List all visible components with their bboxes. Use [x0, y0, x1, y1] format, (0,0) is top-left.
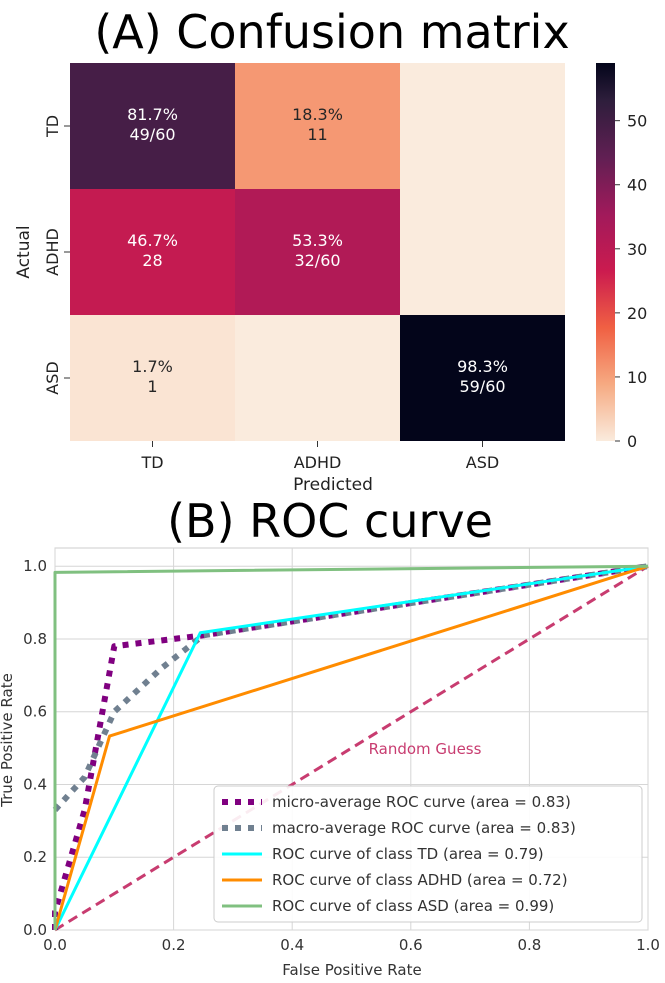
- cell-td-adhd: [235, 63, 400, 189]
- cell-td-td: [70, 63, 235, 189]
- colorbar-tick-label: 10: [627, 368, 647, 387]
- y-axis-label-actual: Actual: [14, 225, 34, 278]
- y-tick-label: 0.0: [23, 921, 47, 939]
- colorbar-tick-label: 0: [627, 432, 637, 451]
- y-tick-label: 0.2: [23, 848, 47, 866]
- x-tick-label: 0.2: [162, 936, 186, 954]
- cell-percent-label: 81.7%: [127, 105, 178, 124]
- colorbar-tick-label: 20: [627, 304, 647, 323]
- legend-label-4: ROC curve of class ASD (area = 0.99): [272, 897, 554, 915]
- cell-percent-label: 46.7%: [127, 231, 178, 250]
- colorbar-tick-label: 50: [627, 112, 647, 131]
- cell-count-label: 1: [147, 377, 157, 396]
- colorbar-tick-label: 30: [627, 240, 647, 259]
- roc-curve-panel: (B) ROC curve 0.0 0.2 0.4 0.6 0.8 1.00.00.20.…: [0, 494, 660, 979]
- confusion-matrix-panel: (A) Confusion matrix 81.7%49/60 18.3%11 46…: [14, 5, 647, 495]
- row-labels: TD ADHD ASD: [43, 115, 70, 395]
- cell-percent-label: 53.3%: [292, 231, 343, 250]
- legend-label-2: ROC curve of class TD (area = 0.79): [272, 845, 544, 863]
- y-axis-label-true-positive-rate: True Positive Rate: [0, 673, 16, 808]
- roc-series-line-2: [53, 564, 649, 931]
- roc-legend: micro-average ROC curve (area = 0.83) mac…: [213, 785, 643, 923]
- row-label-td: TD: [43, 115, 62, 138]
- cell-count-label: 49/60: [129, 125, 175, 144]
- column-label-asd: ASD: [466, 453, 499, 472]
- cell-percent-label: 1.7%: [132, 357, 173, 376]
- colorbar-tick-label: 40: [627, 176, 647, 195]
- roc-lines: [52, 563, 649, 932]
- cell-count-label: 32/60: [294, 251, 340, 270]
- legend-box: [213, 785, 643, 923]
- x-axis-label-predicted: Predicted: [293, 475, 373, 495]
- cell-adhd-adhd: [235, 189, 400, 315]
- cell-td-asd: [400, 63, 565, 189]
- cell-adhd-td: [70, 189, 235, 315]
- roc-series-line-1: [52, 563, 649, 812]
- x-tick-label: 0.4: [280, 936, 304, 954]
- cell-count-label: 28: [142, 251, 162, 270]
- x-tick-label: 1.0: [636, 936, 660, 954]
- x-tick-label: 0.6: [399, 936, 423, 954]
- cell-asd-td: [70, 315, 235, 441]
- cell-count-label: 59/60: [459, 377, 505, 396]
- legend-label-3: ROC curve of class ADHD (area = 0.72): [272, 871, 568, 889]
- column-label-adhd: ADHD: [294, 453, 342, 472]
- row-label-asd: ASD: [43, 361, 62, 394]
- confusion-matrix-title: (A) Confusion matrix: [94, 5, 569, 59]
- row-label-adhd: ADHD: [43, 228, 62, 276]
- column-label-td: TD: [140, 453, 163, 472]
- x-tick-label: 0.0: [43, 936, 67, 954]
- roc-tick-labels: 0.0 0.2 0.4 0.6 0.8 1.0 0.0 0.2 0.4 0.6 0.8 1.0: [23, 557, 660, 954]
- legend-label-0: micro-average ROC curve (area = 0.83): [272, 793, 571, 811]
- random-guess-annotation: Random Guess: [369, 740, 482, 758]
- cell-asd-adhd: [235, 315, 400, 441]
- y-tick-label: 1.0: [23, 557, 47, 575]
- y-tick-label: 0.8: [23, 630, 47, 648]
- random-guess-line: [54, 564, 649, 932]
- column-labels: TD ADHD ASD: [140, 441, 499, 472]
- x-axis-label-false-positive-rate: False Positive Rate: [282, 961, 421, 979]
- y-tick-label: 0.6: [23, 703, 47, 721]
- confusion-matrix-cells: 81.7%49/60 18.3%11 46.7%28 53.3%32/60 1.7%1 9…: [70, 63, 565, 441]
- cell-percent-label: 18.3%: [292, 105, 343, 124]
- colorbar-ticks: 0 10 20 30 40 50: [615, 112, 647, 451]
- cell-adhd-asd: [400, 189, 565, 315]
- legend-label-1: macro-average ROC curve (area = 0.83): [272, 819, 576, 837]
- cell-percent-label: 98.3%: [457, 357, 508, 376]
- y-tick-label: 0.4: [23, 775, 47, 793]
- colorbar: 0 10 20 30 40 50: [596, 63, 647, 451]
- roc-curve-title: (B) ROC curve: [167, 494, 493, 548]
- roc-series-line-3: [53, 564, 649, 931]
- cell-count-label: 11: [307, 125, 327, 144]
- cell-asd-asd: [400, 315, 565, 441]
- x-tick-label: 0.8: [517, 936, 541, 954]
- roc-series-line-4: [53, 564, 649, 930]
- colorbar-gradient: [596, 63, 615, 441]
